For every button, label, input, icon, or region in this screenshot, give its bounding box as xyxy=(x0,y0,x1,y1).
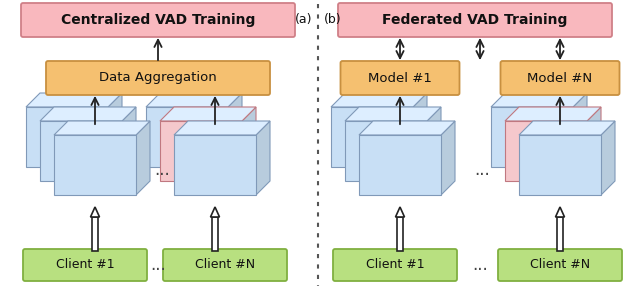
Polygon shape xyxy=(601,121,615,195)
Text: Centralized VAD Training: Centralized VAD Training xyxy=(61,13,255,27)
Polygon shape xyxy=(146,93,242,107)
Bar xyxy=(519,135,601,195)
Text: ...: ... xyxy=(150,256,166,274)
FancyBboxPatch shape xyxy=(23,249,147,281)
Polygon shape xyxy=(242,107,256,181)
Polygon shape xyxy=(54,121,150,135)
Text: Data Aggregation: Data Aggregation xyxy=(99,72,217,84)
Bar xyxy=(212,217,218,251)
Polygon shape xyxy=(573,93,587,167)
Bar xyxy=(174,135,256,195)
Polygon shape xyxy=(90,207,99,217)
Bar xyxy=(146,107,228,167)
FancyBboxPatch shape xyxy=(500,61,620,95)
Polygon shape xyxy=(359,121,455,135)
Bar xyxy=(505,121,587,181)
Polygon shape xyxy=(413,93,427,167)
Bar xyxy=(40,121,122,181)
Bar xyxy=(557,217,563,251)
Polygon shape xyxy=(174,121,270,135)
Bar xyxy=(26,107,108,167)
Polygon shape xyxy=(427,107,441,181)
Polygon shape xyxy=(519,121,615,135)
FancyBboxPatch shape xyxy=(333,249,457,281)
FancyBboxPatch shape xyxy=(498,249,622,281)
Polygon shape xyxy=(160,107,256,121)
Text: Client #1: Client #1 xyxy=(56,258,115,271)
Bar xyxy=(345,121,427,181)
Polygon shape xyxy=(40,107,136,121)
Text: Model #N: Model #N xyxy=(527,72,593,84)
Polygon shape xyxy=(228,93,242,167)
Bar xyxy=(54,135,136,195)
Text: (b): (b) xyxy=(324,14,342,26)
Text: Client #1: Client #1 xyxy=(365,258,424,271)
Text: ...: ... xyxy=(472,256,488,274)
FancyBboxPatch shape xyxy=(163,249,287,281)
Text: Client #N: Client #N xyxy=(195,258,255,271)
Polygon shape xyxy=(587,107,601,181)
Text: Client #N: Client #N xyxy=(530,258,590,271)
Bar xyxy=(331,107,413,167)
Text: Model #1: Model #1 xyxy=(368,72,432,84)
FancyBboxPatch shape xyxy=(340,61,460,95)
Polygon shape xyxy=(122,107,136,181)
Polygon shape xyxy=(491,93,587,107)
Polygon shape xyxy=(211,207,220,217)
Polygon shape xyxy=(396,207,404,217)
FancyBboxPatch shape xyxy=(21,3,295,37)
Bar xyxy=(359,135,441,195)
Text: ...: ... xyxy=(474,161,490,179)
Text: ...: ... xyxy=(154,161,170,179)
Text: (a): (a) xyxy=(294,14,312,26)
Polygon shape xyxy=(26,93,122,107)
Polygon shape xyxy=(331,93,427,107)
Polygon shape xyxy=(256,121,270,195)
FancyBboxPatch shape xyxy=(338,3,612,37)
Polygon shape xyxy=(556,207,564,217)
FancyBboxPatch shape xyxy=(46,61,270,95)
Bar xyxy=(491,107,573,167)
Text: Federated VAD Training: Federated VAD Training xyxy=(382,13,568,27)
Polygon shape xyxy=(108,93,122,167)
Bar xyxy=(397,217,403,251)
Bar xyxy=(160,121,242,181)
Polygon shape xyxy=(345,107,441,121)
Polygon shape xyxy=(136,121,150,195)
Bar xyxy=(92,217,98,251)
Polygon shape xyxy=(505,107,601,121)
Polygon shape xyxy=(441,121,455,195)
